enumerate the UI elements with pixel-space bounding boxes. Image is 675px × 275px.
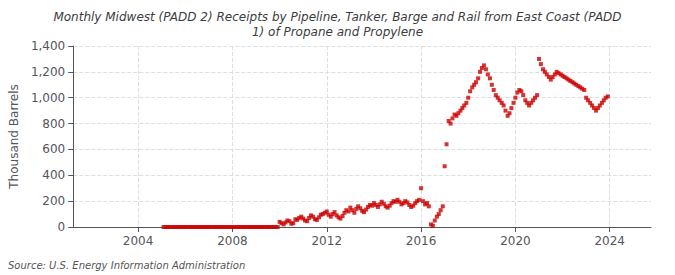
svg-text:2004: 2004 (123, 234, 154, 248)
svg-text:Thousand Barrels: Thousand Barrels (7, 84, 21, 189)
svg-text:2012: 2012 (311, 234, 342, 248)
svg-text:1,400: 1,400 (31, 39, 65, 53)
svg-text:800: 800 (42, 117, 65, 131)
svg-text:Source: U.S. Energy Informatio: Source: U.S. Energy Information Administ… (8, 260, 245, 271)
svg-text:1,200: 1,200 (31, 65, 65, 79)
svg-text:200: 200 (42, 194, 65, 208)
svg-text:600: 600 (42, 142, 65, 156)
svg-text:0: 0 (58, 220, 66, 234)
svg-text:400: 400 (42, 168, 65, 182)
svg-text:2024: 2024 (594, 234, 625, 248)
svg-text:Monthly Midwest (PADD 2) Recei: Monthly Midwest (PADD 2) Receipts by Pip… (53, 10, 621, 24)
svg-text:2008: 2008 (217, 234, 248, 248)
svg-text:1,000: 1,000 (31, 91, 65, 105)
svg-text:1) of Propane and Propylene: 1) of Propane and Propylene (252, 25, 423, 39)
svg-text:2016: 2016 (406, 234, 437, 248)
svg-text:2020: 2020 (500, 234, 531, 248)
